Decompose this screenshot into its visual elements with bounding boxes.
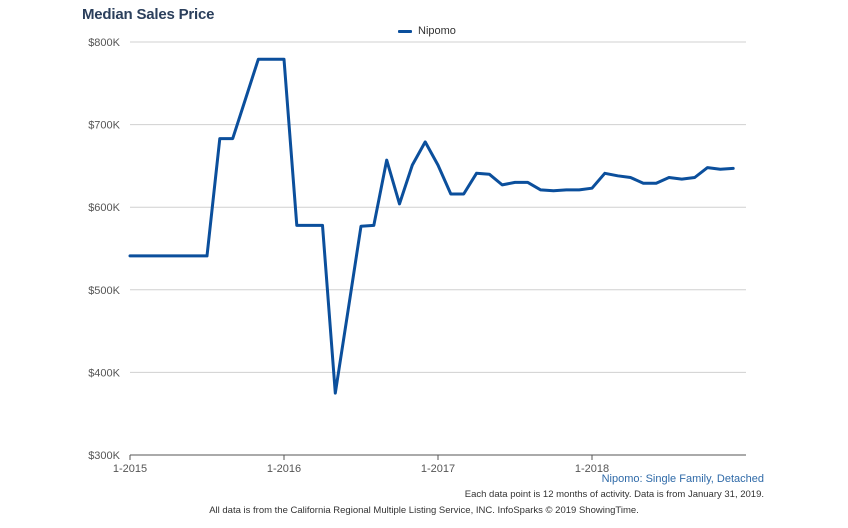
chart-subtitle: Nipomo: Single Family, Detached: [601, 473, 764, 485]
data-point-note: Each data point is 12 months of activity…: [464, 489, 764, 500]
x-tick-label: 1-2015: [113, 463, 147, 475]
y-tick-label: $800K: [88, 37, 120, 49]
y-tick-label: $600K: [88, 202, 120, 214]
chart-title: Median Sales Price: [82, 6, 215, 23]
x-tick-label: 1-2016: [267, 463, 301, 475]
y-tick-label: $700K: [88, 120, 120, 132]
y-tick-label: $300K: [88, 450, 120, 462]
y-tick-label: $500K: [88, 285, 120, 297]
legend-label: Nipomo: [418, 25, 456, 37]
series-line-nipomo: [128, 57, 735, 395]
x-tick-label: 1-2017: [421, 463, 455, 475]
legend[interactable]: Nipomo: [398, 24, 456, 38]
footer-attribution: All data is from the California Regional…: [209, 505, 639, 516]
legend-swatch: [398, 29, 412, 33]
x-tick-label: 1-2018: [575, 463, 609, 475]
y-tick-label: $400K: [88, 367, 120, 379]
